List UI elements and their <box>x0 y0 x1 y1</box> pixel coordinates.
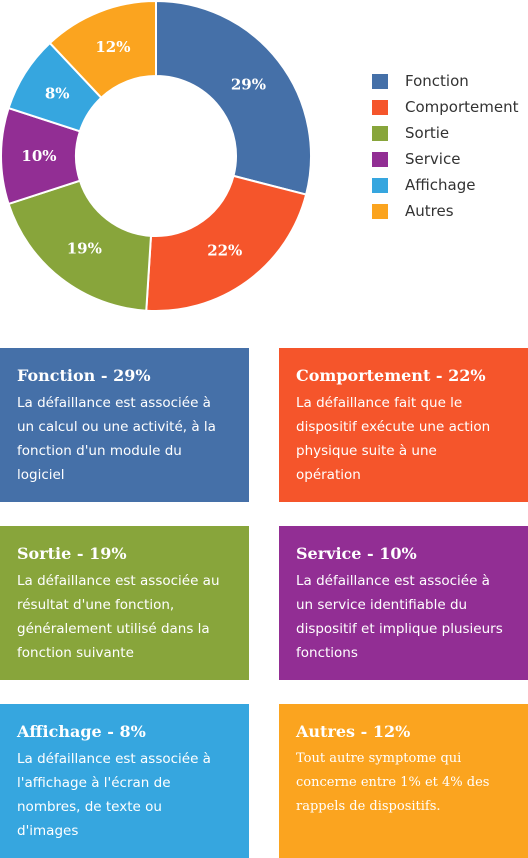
card-description-line: résultat d'une fonction, <box>17 597 175 613</box>
card-description-line: d'images <box>17 823 79 839</box>
card-description: La défaillance est associée au résultat d… <box>17 569 237 665</box>
legend-swatch <box>372 203 388 219</box>
card-sortie: Sortie - 19% La défaillance est associée … <box>0 526 249 680</box>
legend-label: Fonction <box>405 72 469 90</box>
slice-label-service: 10% <box>21 147 56 165</box>
card-description-line: La défaillance est associée à <box>17 395 211 411</box>
legend-label: Comportement <box>405 98 519 116</box>
legend-item-affichage: Affichage <box>372 172 518 198</box>
slice-label-autres: 12% <box>95 38 130 56</box>
card-description-line: généralement utilisé dans la <box>17 621 210 637</box>
card-comportement: Comportement - 22% La défaillance fait qu… <box>279 348 528 502</box>
legend-label: Affichage <box>405 176 476 194</box>
card-affichage: Affichage - 8% La défaillance est associé… <box>0 704 249 858</box>
slice-comportement <box>145 174 308 312</box>
legend-item-autres: Autres <box>372 198 518 224</box>
card-title: Fonction - 29% <box>17 366 151 385</box>
slice-label-fonction: 29% <box>231 75 266 93</box>
card-description: La défaillance fait que le dispositif exé… <box>296 391 516 487</box>
legend-swatch <box>372 151 388 167</box>
card-description: La défaillance est associée à l'affichage… <box>17 747 237 843</box>
slice-autres <box>48 0 157 100</box>
card-description-line: dispositif exécute une action <box>296 419 491 435</box>
legend-swatch <box>372 73 388 89</box>
legend-item-fonction: Fonction <box>372 68 518 94</box>
slice-fonction <box>155 0 312 196</box>
card-title: Comportement - 22% <box>296 366 486 385</box>
legend-label: Sortie <box>405 124 450 142</box>
legend-swatch <box>372 177 388 193</box>
card-description-line: La défaillance fait que le <box>296 395 463 411</box>
legend-label: Autres <box>405 202 454 220</box>
card-description-line: La défaillance est associée à <box>296 573 490 589</box>
card-service: Service - 10% La défaillance est associée… <box>279 526 528 680</box>
card-description-line: fonctions <box>296 645 358 661</box>
card-fonction: Fonction - 29% La défaillance est associé… <box>0 348 249 502</box>
legend-swatch <box>372 125 388 141</box>
card-description: La défaillance est associée à un calcul o… <box>17 391 237 487</box>
legend-label: Service <box>405 150 461 168</box>
legend-item-comportement: Comportement <box>372 94 518 120</box>
card-description: Tout autre symptome qui concerne entre 1%… <box>296 747 516 819</box>
donut-chart: 29% 22% 19% 10% 8% 12% <box>0 0 312 312</box>
slice-label-affichage: 8% <box>45 84 70 102</box>
chart-legend: Fonction Comportement Sortie Service Afficha… <box>372 68 518 224</box>
card-description-line: physique suite à une <box>296 443 437 459</box>
card-description-line: La défaillance est associée à <box>17 751 211 767</box>
card-description-line: concerne entre 1% et 4% des <box>296 775 490 790</box>
legend-item-sortie: Sortie <box>372 120 518 146</box>
card-title: Sortie - 19% <box>17 544 127 563</box>
card-description-line: opération <box>296 467 361 483</box>
card-title: Affichage - 8% <box>17 722 146 741</box>
card-description-line: un service identifiable du <box>296 597 468 613</box>
card-title: Autres - 12% <box>296 722 411 741</box>
card-title: Service - 10% <box>296 544 417 563</box>
card-description-line: dispositif et implique plusieurs <box>296 621 503 637</box>
card-description-line: logiciel <box>17 467 65 483</box>
card-description-line: fonction d'un module du <box>17 443 182 459</box>
legend-swatch <box>372 99 388 115</box>
card-description-line: nombres, de texte ou <box>17 799 162 815</box>
card-description-line: un calcul ou une activité, à la <box>17 419 216 435</box>
card-description: La défaillance est associée à un service … <box>296 569 516 665</box>
card-description-line: fonction suivante <box>17 645 134 661</box>
slice-sortie <box>7 179 153 312</box>
slice-label-comportement: 22% <box>207 242 242 260</box>
card-description-line: Tout autre symptome qui <box>296 751 462 766</box>
legend-item-service: Service <box>372 146 518 172</box>
card-description-line: La défaillance est associée au <box>17 573 220 589</box>
card-description-line: l'affichage à l'écran de <box>17 775 171 791</box>
card-description-line: rappels de dispositifs. <box>296 799 441 814</box>
slice-label-sortie: 19% <box>67 239 102 257</box>
card-autres: Autres - 12% Tout autre symptome qui conce… <box>279 704 528 858</box>
